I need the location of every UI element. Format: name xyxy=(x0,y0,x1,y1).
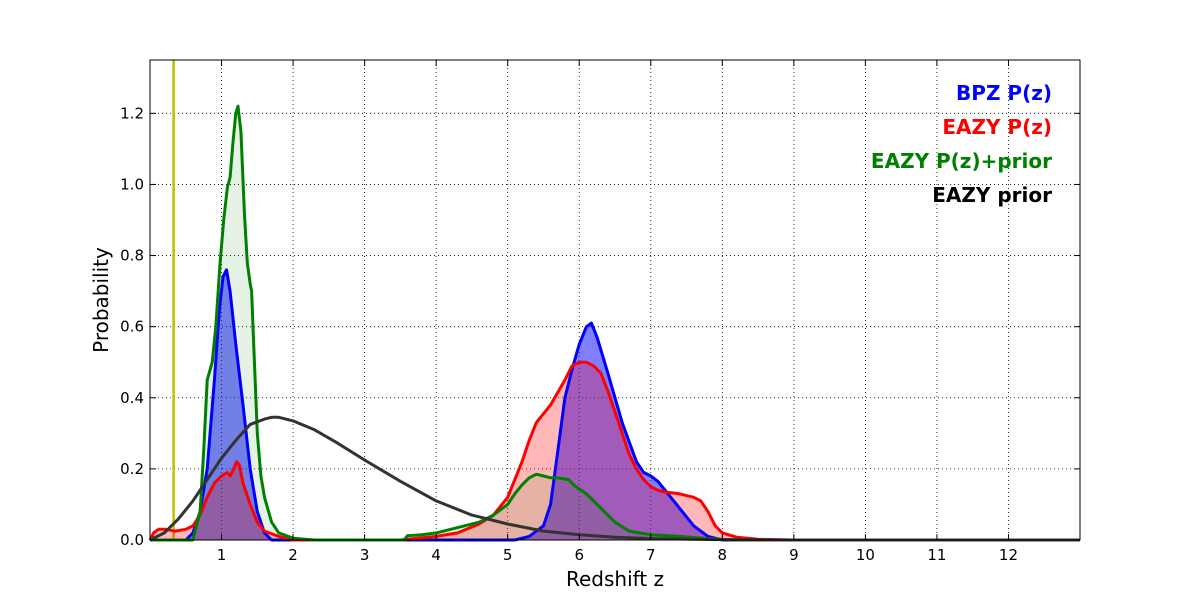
series-line-bpz-p-z xyxy=(150,268,1080,542)
x-tick-label: 4 xyxy=(431,546,441,564)
x-tick-label: 7 xyxy=(646,546,656,564)
series-fill-eazy-p-z-prior xyxy=(150,106,1080,540)
y-tick-label: 1.0 xyxy=(120,175,144,193)
plot-frame xyxy=(149,59,1081,541)
series-line-eazy-p-z xyxy=(148,360,1080,542)
y-axis-ticks: 0.0 0.2 0.4 0.6 0.8 1.0 1.2 xyxy=(120,104,1080,549)
series-fill-eazy-p-z xyxy=(150,362,1080,540)
series-fill-bpz-p-z xyxy=(150,269,1080,540)
x-tick-label: 2 xyxy=(288,546,298,564)
legend: BPZ P(z) EAZY P(z) EAZY P(z)+prior EAZY pri… xyxy=(871,81,1052,207)
x-axis-ticks: 1 2 3 4 5 6 7 8 9 10 11 12 xyxy=(217,60,1018,564)
x-tick-label: 8 xyxy=(718,546,728,564)
legend-entry-bpz-p-z: BPZ P(z) xyxy=(956,81,1052,105)
y-tick-label: 0.0 xyxy=(120,531,144,549)
x-tick-label: 6 xyxy=(574,546,584,564)
legend-entry-eazy-prior: EAZY prior xyxy=(932,183,1052,207)
x-tick-label: 1 xyxy=(217,546,227,564)
y-tick-label: 1.2 xyxy=(120,104,144,122)
y-tick-label: 0.2 xyxy=(120,460,144,478)
series-line-eazy-prior xyxy=(149,415,1080,542)
y-axis-label: Probability xyxy=(89,247,113,353)
y-tick-label: 0.4 xyxy=(120,389,144,407)
y-tick-label: 0.6 xyxy=(120,318,144,336)
x-tick-label: 3 xyxy=(360,546,370,564)
x-tick-label: 11 xyxy=(927,546,946,564)
x-tick-label: 5 xyxy=(503,546,513,564)
legend-entry-eazy-p-z-prior: EAZY P(z)+prior xyxy=(871,149,1052,173)
x-tick-label: 12 xyxy=(999,546,1018,564)
legend-entry-eazy-p-z: EAZY P(z) xyxy=(942,115,1052,139)
x-tick-label: 9 xyxy=(789,546,799,564)
x-axis-label: Redshift z xyxy=(566,567,664,591)
y-tick-label: 0.8 xyxy=(120,247,144,265)
series-fills xyxy=(150,106,1080,540)
x-tick-label: 10 xyxy=(856,546,875,564)
